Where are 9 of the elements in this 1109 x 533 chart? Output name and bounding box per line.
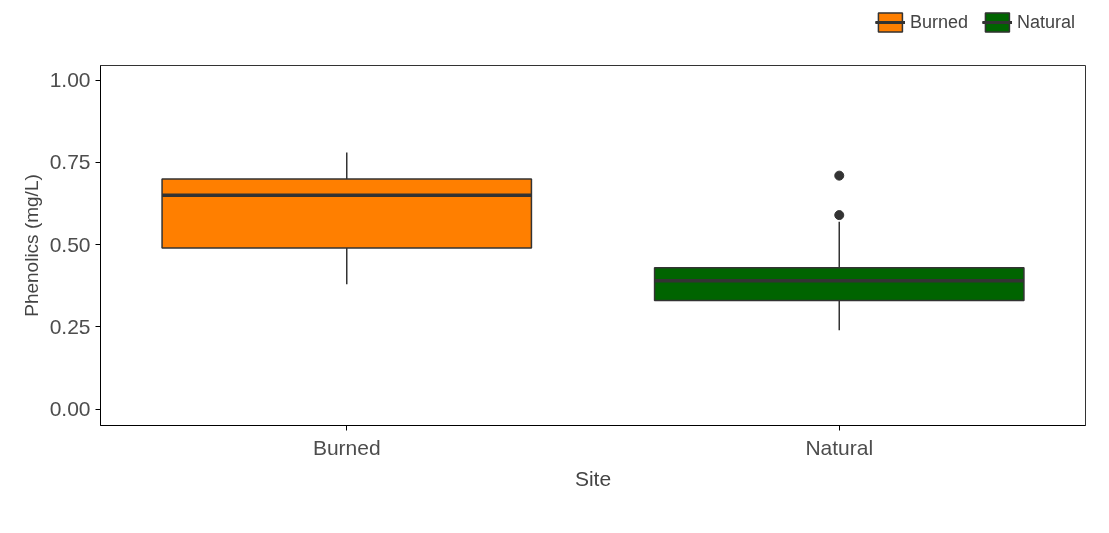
x-axis-title: Site: [574, 466, 612, 490]
y-tick-label: 0.25: [49, 314, 91, 338]
legend-label: Burned: [909, 11, 968, 33]
y-axis-title: Phenolics (mg/L): [20, 174, 42, 317]
y-tick-label: 0.50: [49, 232, 91, 256]
y-tick-label: 0.00: [49, 397, 91, 421]
y-tick-label: 0.75: [49, 150, 91, 174]
y-tick-label: 1.00: [49, 68, 91, 92]
legend-label: Natural: [1016, 11, 1075, 33]
